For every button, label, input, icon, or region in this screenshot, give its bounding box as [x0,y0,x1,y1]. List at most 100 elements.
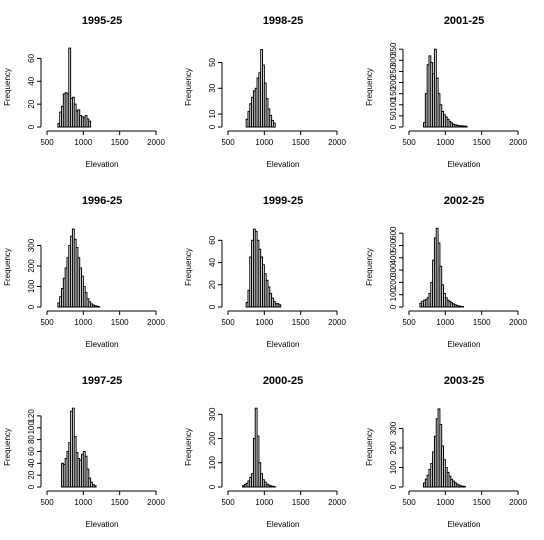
x-tick-label: 500 [402,318,416,327]
y-axis-label: Frequency [184,428,193,466]
y-axis-label: Frequency [184,248,193,286]
chart-title: 2001-25 [444,15,484,27]
y-tick-label: 50 [389,111,398,120]
x-axis-label: Elevation [448,520,481,529]
x-tick-label: 1000 [436,138,454,147]
x-axis-label: Elevation [448,340,481,349]
x-tick-label: 2000 [147,498,165,507]
y-tick-label: 150 [389,86,398,100]
chart-title: 1998-25 [263,15,303,27]
x-tick-label: 1500 [473,498,491,507]
y-tick-label: 300 [27,238,36,252]
chart-title: 1996-25 [82,195,122,207]
y-tick-label: 20 [27,99,36,108]
y-tick-label: 20 [208,280,217,289]
histogram-panel: 500 1000 1500 2000 0 100 200 300 2000-25 Elevatio… [184,375,346,529]
histogram-bar [68,47,72,128]
histogram-panel: 500 1000 1500 2000 0 20 40 60 1995-25 Elevation Fr… [3,15,165,169]
x-tick-label: 2000 [509,138,527,147]
y-tick-label: 50 [208,57,217,66]
y-tick-label: 40 [27,76,36,85]
x-tick-label: 1500 [473,138,491,147]
y-tick-label: 60 [208,235,217,244]
histogram-bar [278,304,282,308]
x-tick-label: 1500 [111,498,129,507]
x-tick-label: 500 [221,498,235,507]
y-tick-label: 0 [208,484,217,489]
x-tick-label: 2000 [509,318,527,327]
chart-title: 2002-25 [444,195,484,207]
y-tick-label: 0 [27,304,36,309]
x-tick-label: 1500 [292,498,310,507]
x-tick-label: 500 [402,498,416,507]
y-tick-label: 100 [27,421,36,435]
y-tick-label: 0 [27,124,36,129]
x-tick-label: 500 [40,138,54,147]
y-axis-label: Frequency [365,248,374,286]
x-tick-label: 2000 [328,318,346,327]
chart-title: 1999-25 [263,195,303,207]
x-tick-label: 1000 [74,498,92,507]
y-axis-label: Frequency [3,248,12,286]
x-tick-label: 500 [221,318,235,327]
x-axis-label: Elevation [267,160,300,169]
x-axis-label: Elevation [267,340,300,349]
y-tick-label: 300 [389,53,398,67]
x-tick-label: 500 [402,138,416,147]
histogram-bar [463,485,466,488]
y-tick-label: 40 [208,258,217,267]
x-axis-label: Elevation [86,520,119,529]
y-axis-label: Frequency [365,68,374,106]
y-tick-label: 0 [389,124,398,129]
y-tick-label: 350 [389,42,398,56]
x-tick-label: 2000 [328,138,346,147]
histogram-bar [272,122,276,128]
y-tick-label: 500 [389,238,398,252]
y-tick-label: 600 [389,226,398,240]
y-tick-label: 400 [389,251,398,265]
y-tick-label: 120 [27,409,36,423]
x-tick-label: 500 [221,138,235,147]
y-tick-label: 60 [27,446,36,455]
y-tick-label: 0 [389,304,398,309]
y-tick-label: 100 [27,279,36,293]
y-tick-label: 300 [389,421,398,435]
y-tick-label: 30 [208,83,217,92]
y-tick-label: 200 [208,431,217,445]
chart-title: 1995-25 [82,15,122,27]
y-tick-label: 100 [389,287,398,301]
x-axis-label: Elevation [448,160,481,169]
y-axis-label: Frequency [184,68,193,106]
x-tick-label: 1000 [255,138,273,147]
y-tick-label: 0 [27,484,36,489]
x-tick-label: 1500 [111,318,129,327]
histogram-bar [464,125,468,128]
x-axis-label: Elevation [86,160,119,169]
x-tick-label: 1500 [473,318,491,327]
y-tick-label: 100 [389,460,398,474]
chart-title: 2003-25 [444,375,484,387]
x-tick-label: 1000 [255,498,273,507]
x-tick-label: 2000 [147,138,165,147]
y-tick-label: 20 [27,470,36,479]
y-tick-label: 200 [389,441,398,455]
y-tick-label: 200 [27,259,36,273]
y-tick-label: 300 [208,407,217,421]
histogram-panel: 500 1000 1500 2000 0 20 40 60 1999-25 Elevation Fr… [184,195,346,349]
histogram-panel: 500 1000 1500 2000 0 10 30 50 1998-25 Elevation Fr… [184,15,346,169]
y-tick-label: 100 [389,98,398,112]
x-tick-label: 2000 [509,498,527,507]
y-tick-label: 100 [208,456,217,470]
x-tick-label: 500 [40,318,54,327]
y-tick-label: 250 [389,64,398,78]
y-tick-label: 10 [208,109,217,118]
x-tick-label: 1500 [111,138,129,147]
x-tick-label: 1000 [74,318,92,327]
x-axis-label: Elevation [86,340,119,349]
x-tick-label: 1000 [74,138,92,147]
y-axis-label: Frequency [3,68,12,106]
histogram-panel: 500 1000 1500 2000 0 100 200 300 1996-25 Elevatio… [3,195,165,349]
x-tick-label: 1000 [255,318,273,327]
y-tick-label: 0 [208,124,217,129]
